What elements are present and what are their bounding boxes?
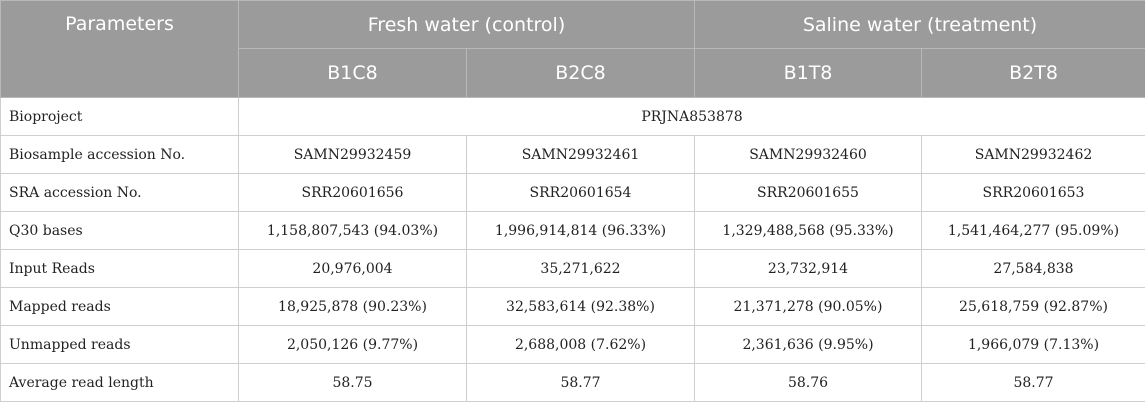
bioproject-value: PRJNA853878	[237, 97, 1145, 136]
table-row-bioproject: Bioproject PRJNA853878	[0, 97, 1145, 136]
header-sample: B2C8	[466, 48, 695, 98]
row-label: Bioproject	[0, 97, 239, 136]
table-cell: 58.75	[238, 363, 467, 402]
table-row: Average read length 58.75 58.77 58.76 58…	[0, 363, 1145, 402]
header-row-samples: B1C8 B2C8 B1T8 B2T8	[1, 48, 1145, 98]
table-cell: 2,688,008 (7.62%)	[466, 325, 695, 364]
header-sample: B2T8	[920, 48, 1145, 98]
table-body: Bioproject PRJNA853878 Biosample accessi…	[0, 97, 1145, 402]
table-cell: 58.77	[466, 363, 695, 402]
table-cell: 2,361,636 (9.95%)	[694, 325, 922, 364]
row-label: Average read length	[0, 363, 239, 402]
table-cell: 32,583,614 (92.38%)	[466, 287, 695, 326]
table-cell: 20,976,004	[238, 249, 467, 288]
row-label: Mapped reads	[0, 287, 239, 326]
table-cell: 21,371,278 (90.05%)	[694, 287, 922, 326]
table-row: Biosample accession No. SAMN29932459 SAM…	[0, 135, 1145, 174]
table-cell: SRR20601656	[238, 173, 467, 212]
table-row: Unmapped reads 2,050,126 (9.77%) 2,688,0…	[0, 325, 1145, 364]
row-label: Q30 bases	[0, 211, 239, 250]
row-label: SRA accession No.	[0, 173, 239, 212]
table-cell: SAMN29932460	[694, 135, 922, 174]
table-row: Mapped reads 18,925,878 (90.23%) 32,583,…	[0, 287, 1145, 326]
table-cell: SRR20601653	[920, 173, 1145, 212]
table-cell: SAMN29932462	[920, 135, 1145, 174]
table-cell: SRR20601655	[694, 173, 922, 212]
table-header: Parameters Fresh water (control) Saline …	[0, 0, 1145, 98]
table-row: Input Reads 20,976,004 35,271,622 23,732…	[0, 249, 1145, 288]
table-cell: 58.77	[920, 363, 1145, 402]
table-row: SRA accession No. SRR20601656 SRR2060165…	[0, 173, 1145, 212]
row-label: Biosample accession No.	[0, 135, 239, 174]
row-label: Input Reads	[0, 249, 239, 288]
table-cell: 58.76	[694, 363, 922, 402]
table-cell: 23,732,914	[694, 249, 922, 288]
table-cell: 25,618,759 (92.87%)	[920, 287, 1145, 326]
table-cell: SAMN29932461	[466, 135, 695, 174]
table-cell: 27,584,838	[920, 249, 1145, 288]
table-cell: 1,329,488,568 (95.33%)	[694, 211, 922, 250]
table-row: Q30 bases 1,158,807,543 (94.03%) 1,996,9…	[0, 211, 1145, 250]
header-row-groups: Parameters Fresh water (control) Saline …	[0, 0, 1145, 98]
table-cell: 1,541,464,277 (95.09%)	[920, 211, 1145, 250]
header-sample: B1C8	[238, 48, 467, 98]
table-cell: SRR20601654	[466, 173, 695, 212]
table-cell: 35,271,622	[466, 249, 695, 288]
table-cell: 1,996,914,814 (96.33%)	[466, 211, 695, 250]
table-cell: 1,158,807,543 (94.03%)	[238, 211, 467, 250]
row-label: Unmapped reads	[0, 325, 239, 364]
header-sample: B1T8	[694, 48, 922, 98]
header-group-fresh-water: Fresh water (control)	[238, 0, 695, 49]
table-cell: 2,050,126 (9.77%)	[238, 325, 467, 364]
header-group-saline-water: Saline water (treatment)	[693, 0, 1145, 49]
table-cell: 1,966,079 (7.13%)	[920, 325, 1145, 364]
table-cell: 18,925,878 (90.23%)	[238, 287, 467, 326]
table-cell: SAMN29932459	[238, 135, 467, 174]
header-parameters: Parameters	[0, 0, 239, 98]
